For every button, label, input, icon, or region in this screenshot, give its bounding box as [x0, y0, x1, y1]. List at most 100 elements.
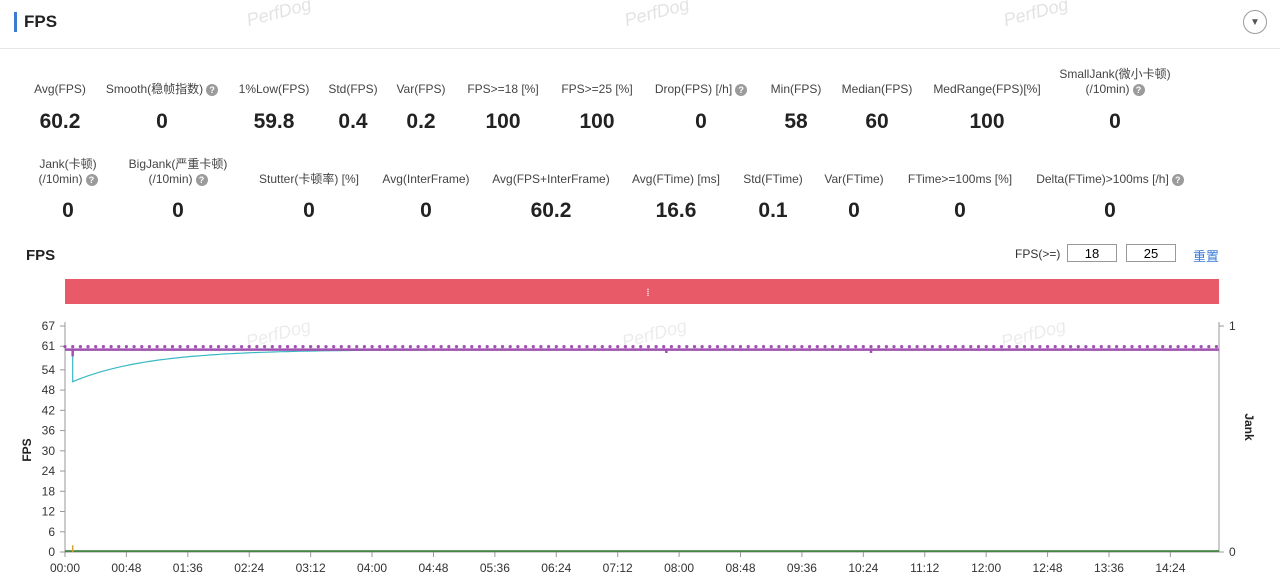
series-point — [884, 345, 889, 349]
metric-label-text: SmallJank(微小卡顿) — [1059, 67, 1171, 81]
series-point — [999, 345, 1004, 349]
help-icon[interactable]: ? — [735, 84, 748, 96]
help-icon[interactable]: ? — [195, 174, 208, 186]
series-point — [178, 345, 182, 349]
series-point — [616, 345, 620, 349]
series-point — [385, 345, 389, 349]
series-point — [86, 345, 90, 349]
series-point — [301, 345, 305, 349]
x-tick-label: 05:36 — [480, 561, 510, 575]
metric-label: Std(FPS) — [323, 82, 383, 97]
series-point — [247, 345, 251, 349]
help-icon[interactable]: ? — [1171, 174, 1184, 186]
metric-jank: Jank(卡顿) (/10min)? 0 — [28, 157, 108, 222]
series-point — [324, 345, 328, 349]
series-point — [201, 345, 205, 349]
series-point — [132, 345, 136, 349]
series-point — [431, 345, 436, 349]
x-tick-label: 06:24 — [541, 561, 571, 575]
metric-value: 100 — [485, 110, 521, 133]
series-point — [155, 345, 159, 349]
help-icon[interactable]: ? — [206, 84, 219, 96]
series-point — [524, 345, 528, 349]
series-point — [600, 345, 604, 349]
series-point — [209, 345, 213, 349]
series-point — [815, 345, 819, 349]
metric-min-fps: Min(FPS) 58 — [766, 82, 826, 142]
series-point — [938, 345, 942, 349]
metric-drop-fps-h: Drop(FPS) [/h]? 0 — [651, 82, 751, 142]
metric-label-text: Jank(卡顿) — [39, 157, 97, 171]
series-point — [677, 345, 681, 349]
series-point — [554, 345, 558, 349]
reset-button[interactable]: 重置 — [1193, 249, 1220, 264]
series-point — [953, 345, 958, 349]
series-point — [585, 345, 589, 349]
series-point — [731, 345, 735, 349]
help-icon[interactable]: ? — [85, 174, 98, 186]
series-point — [869, 345, 873, 349]
metric-value: 58 — [784, 110, 808, 133]
series-point — [646, 345, 651, 349]
series-point — [1107, 345, 1111, 349]
metric-value: 16.6 — [655, 199, 697, 222]
metric-median-fps: Median(FPS) 60 — [837, 82, 917, 142]
metric-avg-fps-interframe: Avg(FPS+InterFrame) 60.2 — [486, 172, 616, 232]
series-point — [101, 345, 105, 349]
metric-label: Smooth(稳帧指数)? — [102, 82, 222, 97]
metric-label-text: Avg(FTime) [ms] — [631, 172, 720, 186]
series-point — [969, 345, 973, 349]
metric-label: FPS>=18 [%] — [463, 82, 543, 97]
series-point — [378, 345, 382, 349]
series-point — [539, 345, 543, 349]
series-point — [877, 345, 881, 349]
metric-value: 60.2 — [39, 110, 81, 133]
series-point — [800, 345, 804, 349]
threshold-low-input[interactable] — [1067, 244, 1117, 262]
series-point — [355, 345, 359, 349]
series-point — [831, 345, 835, 349]
series-point — [255, 345, 259, 349]
series-point — [170, 345, 175, 349]
series-point — [900, 345, 904, 349]
metric-label-text: Median(FPS) — [841, 82, 913, 96]
metric-label-text: FPS>=25 [%] — [561, 82, 633, 96]
series-point — [623, 345, 628, 349]
metric-delta-ftime-100ms-h: Delta(FTime)>100ms [/h]? 0 — [1035, 172, 1185, 232]
x-tick-label: 11:12 — [910, 561, 939, 575]
series-point — [286, 345, 290, 349]
series-point — [224, 345, 228, 349]
series-point — [761, 345, 766, 349]
series-point — [1007, 345, 1011, 349]
series-point — [447, 345, 451, 349]
chevron-down-icon[interactable]: ▼ — [1243, 10, 1267, 34]
scroll-handle-icon: ⁞ — [646, 286, 650, 299]
metric-value: 60 — [865, 110, 889, 133]
series-point — [976, 345, 981, 349]
help-icon[interactable]: ? — [1132, 84, 1145, 96]
x-tick-label: 04:48 — [418, 561, 448, 575]
series-point — [270, 345, 274, 349]
series-point — [339, 345, 343, 349]
metric-avg-interframe: Avg(InterFrame) 0 — [376, 172, 476, 232]
metric-label: SmallJank(微小卡顿) (/10min)? — [1055, 67, 1175, 97]
threshold-label: FPS(>=) — [1015, 247, 1061, 261]
y-tick-label: 42 — [42, 403, 56, 417]
metric-label: Jank(卡顿) (/10min)? — [28, 157, 108, 187]
metric-label-unit: (/10min) — [148, 172, 193, 186]
x-tick-label: 08:48 — [725, 561, 755, 575]
series-point — [193, 345, 198, 349]
metric-smalljank: SmallJank(微小卡顿) (/10min)? 0 — [1055, 67, 1175, 133]
metric-label: Min(FPS) — [766, 82, 826, 97]
series-point — [1161, 345, 1165, 349]
x-tick-label: 04:00 — [357, 561, 387, 575]
series-point — [500, 345, 505, 349]
metric-label-text: Var(FTime) — [824, 172, 884, 186]
metric-value: 0 — [303, 199, 315, 222]
threshold-high-input[interactable] — [1126, 244, 1176, 262]
series-point — [700, 345, 704, 349]
y-tick-label: 48 — [42, 383, 56, 397]
y-tick-label: 54 — [42, 363, 56, 377]
x-tick-label: 12:00 — [971, 561, 1001, 575]
